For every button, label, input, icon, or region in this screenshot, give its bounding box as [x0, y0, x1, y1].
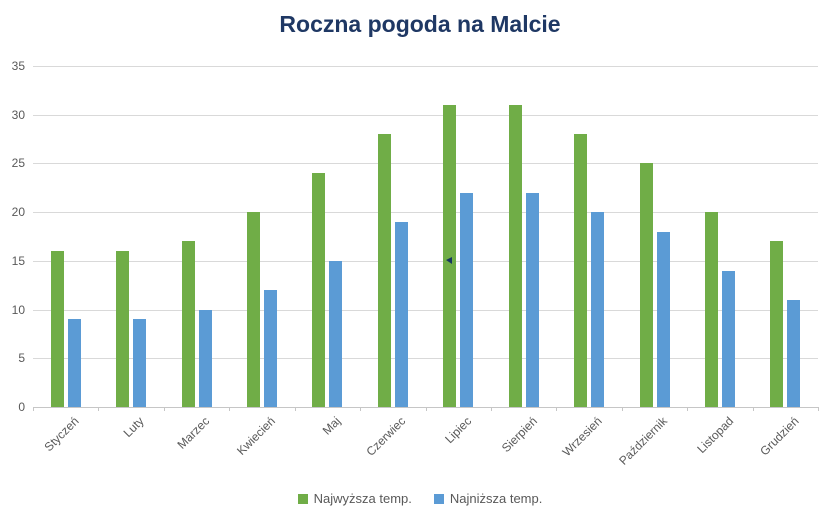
x-axis-category-label: Kwiecień — [234, 414, 278, 458]
x-axis-category-label: Grudzień — [756, 414, 802, 459]
x-axis-category-label: Lipiec — [442, 414, 475, 447]
x-axis-category-label: Czerwiec — [363, 414, 409, 459]
x-axis-category-label: Maj — [319, 414, 344, 438]
y-axis-tick-label: 30 — [11, 108, 25, 122]
bar-group-11 — [770, 241, 801, 407]
gridline — [33, 310, 818, 311]
mouse-cursor-icon — [446, 257, 452, 264]
x-axis-category-label: Marzec — [174, 414, 213, 452]
bar-low-temp-10 — [721, 271, 735, 407]
bar-high-temp-6 — [443, 105, 457, 407]
chart-title: Roczna pogoda na Malcie — [279, 11, 561, 37]
bar-group-1 — [116, 251, 147, 407]
y-axis-tick-label: 0 — [18, 400, 25, 414]
legend-item-low: Najniższa temp. — [433, 491, 543, 506]
x-axis-category-label: Październik — [616, 414, 671, 468]
x-axis-tick — [687, 407, 689, 411]
y-axis-tick-label: 35 — [11, 59, 25, 73]
bar-low-temp-0 — [67, 319, 81, 407]
x-axis-tick — [752, 407, 754, 411]
gridline — [33, 358, 818, 359]
x-axis-tick — [163, 407, 165, 411]
plot-area — [33, 66, 818, 408]
x-axis-tick — [229, 407, 231, 411]
y-axis-tick-label: 5 — [18, 351, 25, 365]
bar-high-temp-10 — [704, 212, 718, 407]
legend-label-low: Najniższa temp. — [449, 491, 543, 506]
x-axis-tick — [621, 407, 623, 411]
bar-low-temp-3 — [264, 290, 277, 407]
y-axis-tick-label: 15 — [11, 254, 25, 268]
bar-high-temp-11 — [770, 241, 784, 407]
gridline — [33, 66, 818, 67]
bar-high-temp-0 — [50, 251, 64, 407]
bar-low-temp-6 — [460, 193, 474, 407]
bar-high-temp-3 — [247, 212, 260, 407]
bar-high-temp-2 — [181, 241, 195, 407]
bar-group-6 — [443, 105, 474, 407]
bar-group-4 — [312, 173, 343, 407]
bar-low-temp-7 — [525, 193, 539, 407]
x-axis-tick — [33, 407, 34, 411]
x-axis-tick — [425, 407, 427, 411]
bar-group-10 — [704, 212, 735, 407]
gridline — [33, 115, 818, 116]
x-axis-category-label: Listopad — [693, 414, 736, 456]
x-axis-category-label: Styczeń — [41, 414, 82, 455]
bar-low-temp-11 — [787, 300, 801, 407]
bar-high-temp-8 — [574, 134, 587, 407]
x-axis-tick — [98, 407, 100, 411]
bar-low-temp-5 — [394, 222, 408, 407]
bar-group-3 — [247, 212, 277, 407]
bar-low-temp-1 — [133, 319, 147, 407]
bar-group-0 — [50, 251, 81, 407]
x-axis-category-label: Wrzesień — [559, 414, 605, 460]
x-axis-tick — [818, 407, 819, 411]
legend: Najwyższa temp. Najniższa temp. — [0, 491, 840, 506]
bar-group-9 — [639, 163, 670, 407]
x-axis-tick — [490, 407, 492, 411]
bar-group-5 — [377, 134, 408, 407]
legend-swatch-high — [297, 493, 308, 504]
y-axis-tick-label: 20 — [11, 205, 25, 219]
x-axis-tick — [556, 407, 558, 411]
bar-low-temp-2 — [198, 310, 212, 407]
bar-high-temp-1 — [116, 251, 130, 407]
bar-low-temp-8 — [591, 212, 604, 407]
gridline — [33, 163, 818, 164]
bar-group-2 — [181, 241, 212, 407]
gridline — [33, 212, 818, 213]
legend-item-high: Najwyższa temp. — [297, 491, 412, 506]
bar-group-7 — [508, 105, 539, 407]
legend-swatch-low — [433, 493, 444, 504]
y-axis-tick-label: 25 — [11, 156, 25, 170]
y-axis-tick-label: 10 — [11, 303, 25, 317]
x-axis-tick — [294, 407, 296, 411]
bar-low-temp-9 — [656, 232, 670, 407]
x-axis-category-label: Luty — [121, 414, 147, 440]
bar-high-temp-9 — [639, 163, 653, 407]
gridline — [33, 261, 818, 262]
bar-low-temp-4 — [329, 261, 343, 407]
legend-label-high: Najwyższa temp. — [313, 491, 412, 506]
bar-high-temp-4 — [312, 173, 326, 407]
x-axis-tick — [360, 407, 362, 411]
bar-high-temp-7 — [508, 105, 522, 407]
bar-group-8 — [574, 134, 604, 407]
bar-high-temp-5 — [377, 134, 391, 407]
x-axis-category-label: Sierpień — [498, 414, 540, 456]
